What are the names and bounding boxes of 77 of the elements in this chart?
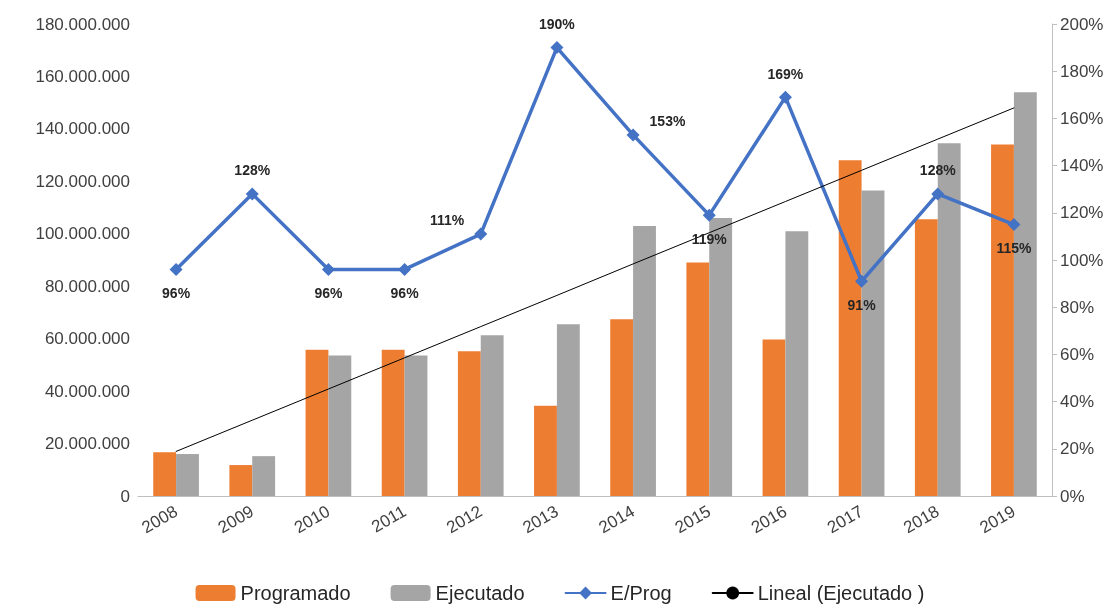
data-label: 128% xyxy=(234,162,271,179)
x-tick-label: 2009 xyxy=(214,501,257,538)
legend-label: Programado xyxy=(240,582,351,604)
x-tick-label: 2016 xyxy=(747,501,791,538)
data-label: 96% xyxy=(390,284,420,301)
y-tick-label: 120.000.000 xyxy=(35,171,130,191)
point xyxy=(474,227,488,241)
x-tick-label: 2015 xyxy=(671,501,714,538)
x-tick-label: 2014 xyxy=(595,501,638,538)
x-tick-label: 2011 xyxy=(368,501,410,537)
y2-tick-label: 0% xyxy=(1060,486,1085,506)
y2-tick-label: 80% xyxy=(1060,297,1095,317)
point xyxy=(245,187,259,201)
y-tick-label: 100.000.000 xyxy=(35,224,130,244)
x-tick-label: 2019 xyxy=(976,501,1019,538)
bar xyxy=(153,452,177,496)
bar xyxy=(914,219,938,496)
point xyxy=(778,90,792,104)
point xyxy=(169,262,183,276)
y2-tick-label: 100% xyxy=(1060,250,1104,270)
y-tick-label: 40.000.000 xyxy=(44,381,130,401)
point xyxy=(626,128,640,142)
bar xyxy=(534,405,557,496)
data-label: 96% xyxy=(314,284,343,301)
y2-tick-label: 180% xyxy=(1060,61,1104,81)
y-tick-label: 140.000.000 xyxy=(35,119,130,139)
bar xyxy=(229,465,253,496)
bar xyxy=(556,324,580,496)
bar xyxy=(633,225,656,496)
bar xyxy=(328,355,352,496)
data-label: 153% xyxy=(649,112,686,129)
x-tick-label: 2017 xyxy=(824,501,867,538)
y2-tick-label: 120% xyxy=(1060,203,1104,223)
x-tick-label: 2013 xyxy=(519,501,562,538)
bar xyxy=(480,335,504,496)
y-tick-label: 180.000.000 xyxy=(35,14,130,34)
bar xyxy=(404,355,428,496)
bar xyxy=(381,349,405,496)
bar xyxy=(176,454,199,496)
point xyxy=(1007,218,1021,232)
y-tick-label: 80.000.000 xyxy=(44,276,130,296)
y2-tick-label: 40% xyxy=(1060,392,1095,412)
y2-tick-label: 20% xyxy=(1060,439,1095,459)
y-tick-label: 0 xyxy=(120,486,130,506)
y2-tick-label: 60% xyxy=(1060,344,1095,364)
point xyxy=(702,208,716,222)
x-tick-label: 2018 xyxy=(900,501,943,538)
bar xyxy=(610,319,634,496)
data-label: 190% xyxy=(539,16,576,33)
x-tick-label: 2012 xyxy=(443,501,486,538)
data-label: 115% xyxy=(996,240,1032,257)
y-tick-label: 60.000.000 xyxy=(44,329,130,349)
bar xyxy=(686,262,710,496)
point xyxy=(398,262,412,276)
x-tick-label: 2008 xyxy=(138,501,181,538)
data-label: 128% xyxy=(919,162,957,179)
y-tick-label: 20.000.000 xyxy=(44,434,130,454)
y2-tick-label: 140% xyxy=(1060,156,1104,176)
y-tick-label: 160.000.000 xyxy=(35,66,130,86)
point xyxy=(855,274,869,288)
bar xyxy=(252,456,276,496)
data-label: 96% xyxy=(162,284,191,301)
x-tick-label: 2010 xyxy=(290,501,334,538)
data-label: 111% xyxy=(429,212,465,229)
bar xyxy=(785,231,809,496)
legend-label: E/Prog xyxy=(610,582,672,604)
point xyxy=(321,262,335,276)
bar xyxy=(457,351,481,496)
legend-label: Ejecutado xyxy=(435,582,525,604)
point xyxy=(550,41,564,55)
legend-label: Lineal (Ejecutado ) xyxy=(757,582,925,604)
bar xyxy=(762,339,786,496)
bar xyxy=(305,349,329,496)
point xyxy=(931,187,945,201)
y2-tick-label: 160% xyxy=(1060,108,1104,128)
data-label: 169% xyxy=(767,65,804,82)
y2-tick-label: 200% xyxy=(1060,14,1104,34)
